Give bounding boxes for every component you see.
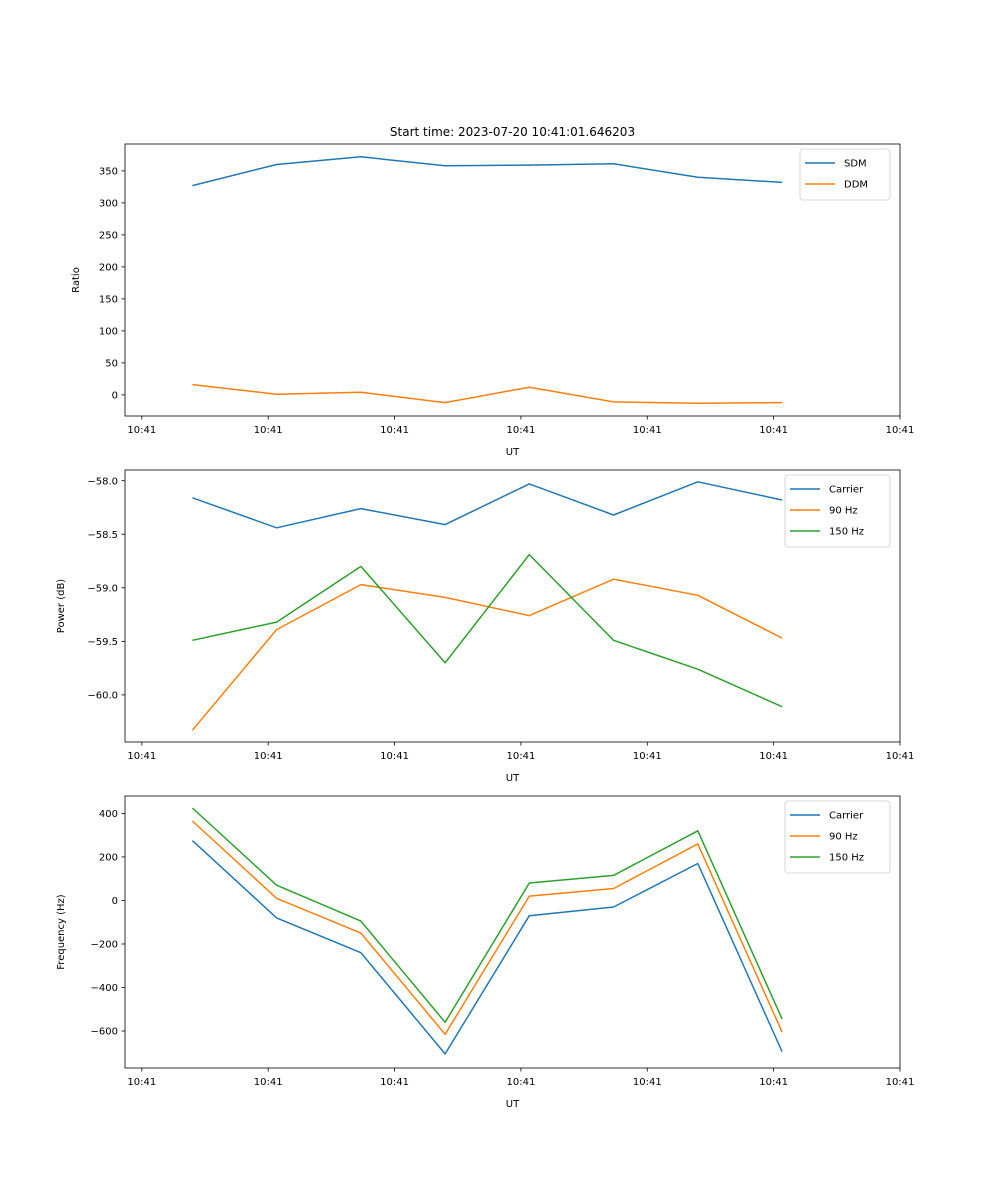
x-tick-label: 10:41 [633,1077,662,1088]
legend-label: 150 Hz [829,853,864,864]
y-axis-label: Power (dB) [56,579,67,634]
subplot-1: 10:41 10:41 10:41 10:41 10:41 10:41 10:41 0 50 10… [71,125,914,458]
series-line-150-hz [191,807,783,1024]
series-line-sdm [192,156,783,187]
legend: Carrier 90 Hz 150 Hz [784,474,891,548]
x-tick-label: 10:41 [507,751,536,762]
legend: SDM DDM [799,148,891,201]
x-tick-label: 10:41 [759,1077,788,1088]
y-tick-label: 0 [112,896,118,907]
axes-frame [124,143,901,417]
x-tick-label: 10:41 [759,751,788,762]
x-tick-label: 10:41 [507,425,536,436]
legend-box [784,474,891,548]
x-tick-label: 10:41 [633,425,662,436]
x-tick-label: 10:41 [886,751,915,762]
x-tick-label: 10:41 [633,751,662,762]
axes-frame [124,795,901,1069]
x-tick-label: 10:41 [254,1077,283,1088]
y-tick-label: 100 [99,326,118,337]
series-line-90-hz [191,578,783,731]
y-tick-label: −60.0 [87,690,118,701]
y-tick-label: 150 [99,294,118,305]
legend: Carrier 90 Hz 150 Hz [784,800,891,874]
series-line-carrier [191,840,783,1055]
x-axis-label: UT [506,1099,520,1110]
series-line-carrier [192,481,783,529]
x-tick-label: 10:41 [127,1077,156,1088]
legend-label: SDM [844,159,867,170]
x-tick-label: 10:41 [380,751,409,762]
axes-frame [124,469,901,743]
y-tick-label: −200 [91,940,118,951]
y-axis-label: Frequency (Hz) [56,894,67,970]
legend-label: Carrier [829,485,864,496]
x-tick-label: 10:41 [759,425,788,436]
x-tick-label: 10:41 [254,751,283,762]
x-tick-label: 10:41 [886,1077,915,1088]
legend-label: 90 Hz [829,832,858,843]
y-axis-label: Ratio [71,267,82,293]
x-axis-label: UT [506,773,520,784]
chart-title: Start time: 2023-07-20 10:41:01.646203 [390,125,635,139]
legend-label: DDM [844,180,868,191]
y-tick-label: 200 [99,853,118,864]
legend-label: Carrier [829,811,864,822]
x-tick-label: 10:41 [886,425,915,436]
subplot-2: 10:41 10:41 10:41 10:41 10:41 10:41 10:41 −60.0… [56,469,915,784]
y-tick-label: 50 [105,358,118,369]
x-tick-label: 10:41 [380,1077,409,1088]
legend-label: 150 Hz [829,527,864,538]
x-tick-label: 10:41 [380,425,409,436]
y-tick-label: 300 [99,198,118,209]
y-tick-label: 250 [99,230,118,241]
series-line-90-hz [191,820,783,1036]
x-tick-label: 10:41 [254,425,283,436]
x-tick-label: 10:41 [507,1077,536,1088]
y-tick-label: −400 [91,983,118,994]
legend-box [799,148,891,201]
y-tick-label: 350 [99,166,118,177]
x-tick-label: 10:41 [127,425,156,436]
y-tick-label: −600 [91,1027,118,1038]
y-tick-label: 0 [112,390,118,401]
y-tick-label: 200 [99,262,118,273]
x-tick-label: 10:41 [127,751,156,762]
series-line-150-hz [192,553,783,708]
y-tick-label: 400 [99,809,118,820]
legend-box [784,800,891,874]
y-tick-label: −59.0 [87,583,118,594]
x-axis-label: UT [506,447,520,458]
y-tick-label: −58.0 [87,476,118,487]
y-tick-label: −58.5 [87,530,118,541]
subplot-3: 10:41 10:41 10:41 10:41 10:41 10:41 10:41 −600 −… [56,795,915,1110]
series-line-ddm [192,383,783,404]
legend-label: 90 Hz [829,506,858,517]
y-tick-label: −59.5 [87,637,118,648]
